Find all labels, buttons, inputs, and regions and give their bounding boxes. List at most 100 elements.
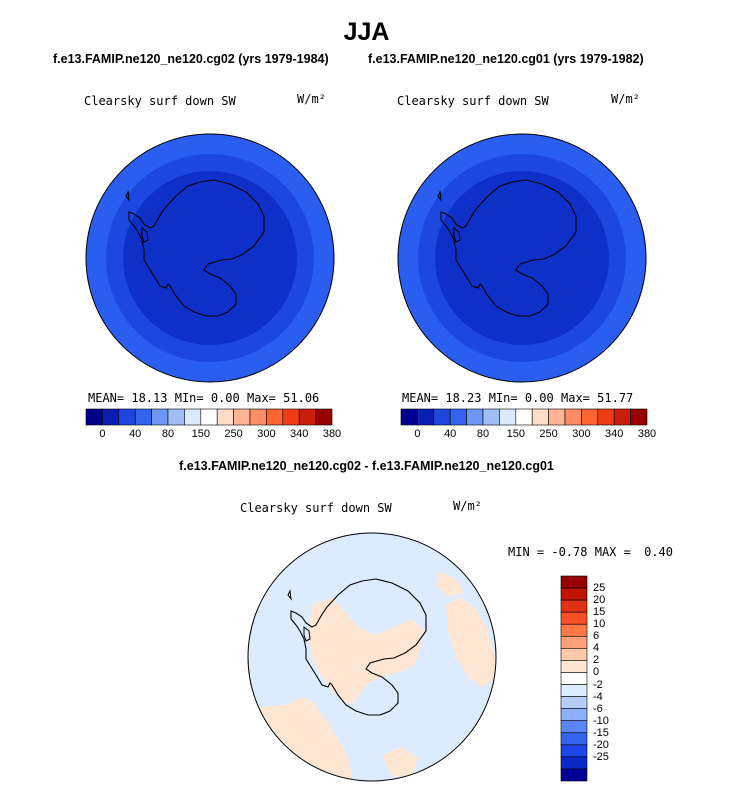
panel1-mean-value: 18.13 bbox=[131, 391, 168, 405]
diff-colorbar-tick-label: -6 bbox=[593, 702, 603, 715]
diff-colorbar-box bbox=[560, 623, 588, 637]
panel2-max-value: 51.77 bbox=[597, 391, 634, 405]
diff-positive-region-bottom bbox=[382, 747, 418, 777]
diff-colorbar-tick-label: -4 bbox=[593, 690, 603, 703]
panel2-inner-disc bbox=[435, 171, 609, 345]
panel1-colorbar-box bbox=[315, 408, 333, 426]
diff-antarctica-coastline bbox=[290, 578, 427, 716]
panel1-colorbar-box bbox=[85, 408, 103, 426]
panel2-colorbar-box bbox=[466, 408, 484, 426]
diff-colorbar-tick-label: 4 bbox=[593, 642, 600, 655]
difference-polar-map bbox=[247, 532, 497, 782]
panel2-colorbar-box bbox=[417, 408, 435, 426]
diff-units-label: W/m² bbox=[453, 499, 482, 513]
panel2-colorbar-tick-label: 250 bbox=[539, 428, 558, 440]
panel1-inner-disc bbox=[123, 171, 297, 345]
case2-title: f.e13.FAMIP.ne120_ne120.cg01 (yrs 1979-1… bbox=[368, 52, 644, 66]
panel1-island bbox=[125, 190, 130, 202]
panel2-colorbar-box bbox=[548, 408, 566, 426]
panel1-colorbar-box bbox=[298, 408, 316, 426]
panel1-units-label: W/m² bbox=[297, 92, 326, 106]
panel1-min-label: MIn= bbox=[174, 391, 204, 405]
season-title: JJA bbox=[343, 18, 390, 46]
panel1-min-value: 0.00 bbox=[210, 391, 240, 405]
panel2-colorbar-tick-label: 80 bbox=[476, 428, 490, 440]
panel1-colorbar bbox=[85, 408, 333, 426]
diff-max-value: 0.40 bbox=[644, 545, 673, 559]
panel1-colorbar-tick-label: 250 bbox=[224, 428, 243, 440]
diff-max-label: MAX = bbox=[594, 545, 631, 559]
panel1-max-label: Max= bbox=[247, 391, 276, 405]
panel1-mean-label: MEAN= bbox=[88, 391, 125, 405]
panel2-mean-value: 18.23 bbox=[445, 391, 482, 405]
difference-colorbar bbox=[560, 575, 588, 782]
panel2-mean-label: MEAN= bbox=[402, 391, 439, 405]
panel2-colorbar-tick-label: 380 bbox=[637, 428, 657, 440]
diff-colorbar-box bbox=[560, 708, 588, 722]
panel2-stats: MEAN= 18.23 MIn= 0.00 Max= 51.77 bbox=[402, 391, 633, 405]
diff-colorbar-tick-label: -25 bbox=[593, 750, 609, 763]
panel1-polar-map bbox=[85, 133, 335, 383]
panel2-colorbar-box bbox=[400, 408, 418, 426]
diff-colorbar-box bbox=[560, 611, 588, 625]
diff-colorbar-tick-label: 6 bbox=[593, 630, 600, 643]
panel1-colorbar-box bbox=[151, 408, 169, 426]
panel1-colorbar-tick-label: 40 bbox=[129, 428, 142, 440]
diff-stats: MIN = -0.78 MAX = 0.40 bbox=[508, 545, 673, 559]
panel1-colorbar-tick-label: 150 bbox=[191, 428, 210, 440]
diff-colorbar-box bbox=[560, 756, 588, 770]
diff-peninsula-detail bbox=[303, 625, 311, 642]
panel1-colorbar-box bbox=[200, 408, 218, 426]
panel2-antarctica-coastline bbox=[440, 179, 577, 317]
panel2-colorbar-box bbox=[630, 408, 648, 426]
panel1-colorbar-box bbox=[167, 408, 185, 426]
panel2-island bbox=[437, 190, 442, 202]
diff-colorbar-box bbox=[560, 599, 588, 613]
panel2-colorbar-box bbox=[482, 408, 500, 426]
diff-colorbar-box bbox=[560, 768, 588, 782]
diff-colorbar-tick-label: 0 bbox=[593, 666, 600, 679]
panel1-colorbar-box bbox=[118, 408, 136, 426]
case1-title: f.e13.FAMIP.ne120_ne120.cg02 (yrs 1979-1… bbox=[53, 52, 329, 66]
panel1-colorbar-box bbox=[249, 408, 267, 426]
difference-title: f.e13.FAMIP.ne120_ne120.cg02 - f.e13.FAM… bbox=[179, 459, 554, 473]
panel1-colorbar-box bbox=[266, 408, 284, 426]
diff-positive-region-upper-right bbox=[436, 571, 464, 597]
panel2-colorbar-tick-label: 40 bbox=[444, 428, 457, 440]
panel2-colorbar-tick-label: 0 bbox=[414, 428, 421, 440]
panel2-colorbar-box bbox=[564, 408, 582, 426]
panel2-colorbar-tick-label: 150 bbox=[506, 428, 525, 440]
panel2-min-label: MIn= bbox=[488, 391, 518, 405]
panel2-colorbar-box bbox=[581, 408, 599, 426]
panel1-max-value: 51.06 bbox=[283, 391, 320, 405]
panel2-colorbar-tick-label: 340 bbox=[605, 428, 624, 440]
panel2-colorbar-box bbox=[449, 408, 467, 426]
diff-positive-region-right bbox=[446, 597, 496, 687]
diff-colorbar-box bbox=[560, 672, 588, 685]
panel2-colorbar-box bbox=[499, 408, 517, 426]
panel2-colorbar-ticks: 0 40 80 150 250 300 340 380 bbox=[401, 428, 656, 442]
panel2-colorbar-box bbox=[433, 408, 451, 426]
diff-min-label: MIN = bbox=[508, 545, 545, 559]
diff-island bbox=[287, 589, 292, 601]
diff-min-value: -0.78 bbox=[551, 545, 588, 559]
diff-colorbar-box bbox=[560, 684, 588, 697]
panel2-polar-map bbox=[397, 133, 647, 383]
panel1-colorbar-box bbox=[282, 408, 300, 426]
diff-colorbar-box bbox=[560, 587, 588, 601]
panel2-colorbar-box bbox=[531, 408, 549, 426]
diff-variable-label: Clearsky surf down SW bbox=[240, 501, 392, 515]
panel1-stats: MEAN= 18.13 MIn= 0.00 Max= 51.06 bbox=[88, 391, 319, 405]
diff-colorbar-tick-label: 2 bbox=[593, 654, 600, 667]
panel1-antarctica-coastline bbox=[128, 179, 265, 317]
diff-colorbar-box bbox=[560, 696, 588, 709]
panel2-variable-label: Clearsky surf down SW bbox=[397, 94, 549, 108]
panel1-colorbar-tick-label: 340 bbox=[290, 428, 309, 440]
diff-colorbar-tick-label: 10 bbox=[593, 618, 606, 631]
panel2-peninsula-detail bbox=[453, 226, 461, 243]
panel2-units-label: W/m² bbox=[611, 92, 640, 106]
panel1-colorbar-tick-label: 80 bbox=[161, 428, 175, 440]
diff-colorbar-box bbox=[560, 744, 588, 758]
difference-colorbar-ticks: 25 20 15 10 6 4 2 0 -2 -4 -6 -10 -15 -20 -25 bbox=[593, 576, 633, 781]
panel1-colorbar-tick-label: 300 bbox=[257, 428, 276, 440]
